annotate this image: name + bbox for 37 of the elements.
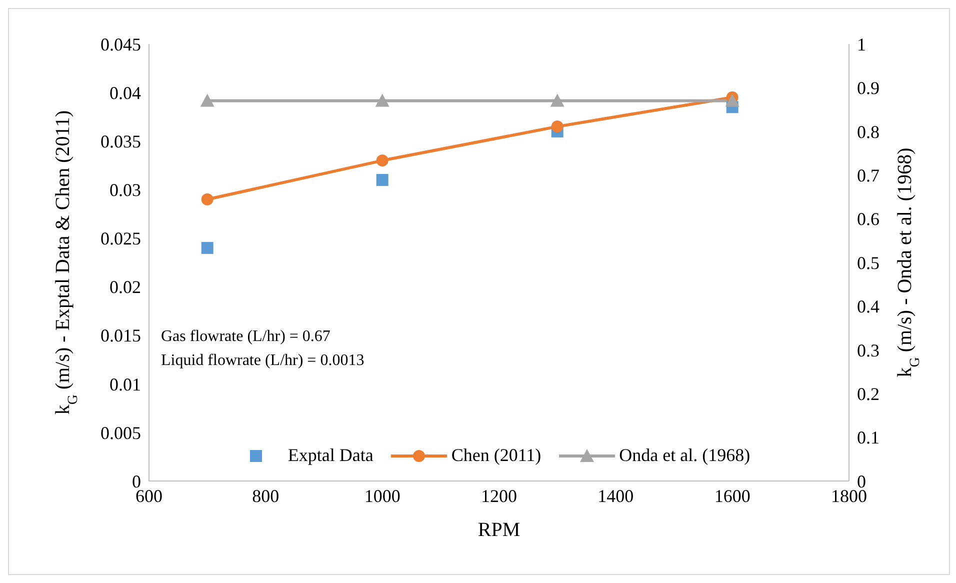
y2-tick-label: 0.8	[857, 122, 880, 142]
point	[201, 242, 214, 254]
point	[201, 193, 214, 206]
x-tick-label: 1000	[364, 486, 400, 506]
y-tick-label: 0.03	[110, 180, 141, 200]
y2-tick-label: 0.6	[857, 209, 880, 230]
y-tick-label: 0.005	[100, 422, 141, 443]
y-tick-label: 0.02	[110, 277, 141, 298]
x-tick-label: 1200	[481, 486, 517, 506]
legend-label: Chen (2011)	[451, 445, 542, 466]
annotation: Gas flowrate (L/hr) = 0.67	[161, 327, 332, 347]
y-tick-label: 0.015	[100, 326, 141, 346]
y-tick-label: 0.025	[100, 228, 141, 249]
point	[376, 154, 388, 167]
y-tick-label: 0.04	[110, 82, 141, 103]
annotation: Liquid flowrate (L/hr) = 0.0013	[161, 351, 364, 371]
y2-tick-label: 0.1	[857, 428, 880, 448]
x-axis-title: RPM	[478, 519, 520, 541]
legend-label: Onda et al. (1968)	[619, 445, 750, 466]
x-tick-label: 1600	[714, 486, 750, 506]
y-tick-label: 0.045	[100, 34, 141, 54]
point	[376, 174, 388, 186]
y2-tick-label: 0	[857, 471, 866, 492]
y2-tick-label: 0.3	[857, 340, 880, 360]
x-tick-label: 800	[252, 486, 280, 506]
y-tick-label: 0.035	[100, 132, 141, 152]
y2-tick-label: 0.9	[857, 78, 880, 98]
legend-label: Exptal Data	[288, 445, 374, 466]
y2-tick-label: 1	[857, 34, 866, 54]
y-tick-label: 0	[132, 471, 141, 492]
y2-tick-label: 0.2	[857, 384, 880, 404]
point	[551, 120, 564, 133]
y2-tick-label: 0.7	[857, 165, 880, 186]
y2-tick-label: 0.5	[857, 252, 880, 273]
x-tick-label: 1400	[598, 486, 634, 506]
y-tick-label: 0.01	[110, 374, 141, 394]
y2-tick-label: 0.4	[857, 296, 880, 317]
